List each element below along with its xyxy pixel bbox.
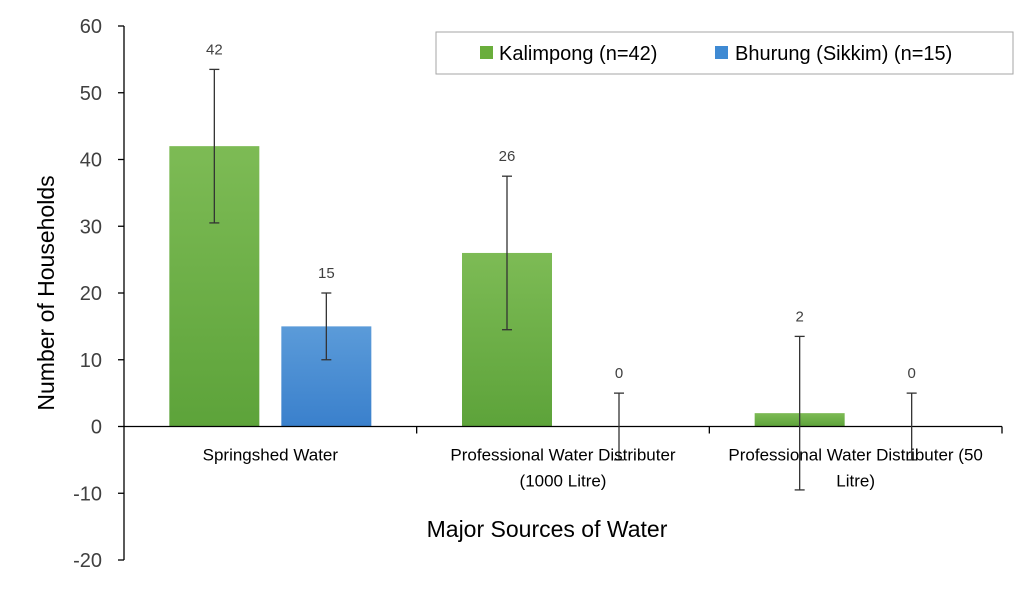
x-tick-label: Professional Water Distributer [450, 446, 676, 465]
x-tick-label: (1000 Litre) [520, 472, 607, 491]
x-tick-labels: Springshed Water Professional Water Distr… [203, 446, 983, 491]
y-tick-label: -20 [73, 550, 102, 572]
x-tick-label: Professional Water Distributer (50 [728, 446, 982, 465]
data-label: 0 [907, 365, 915, 382]
error-bars [209, 68, 917, 491]
legend-label-bhurung: Bhurung (Sikkim) (n=15) [735, 43, 952, 65]
y-tick-label: -10 [73, 483, 102, 505]
data-labels: 42 15 26 0 2 0 [206, 41, 916, 382]
x-axis [124, 425, 1003, 434]
y-tick-label: 60 [80, 16, 102, 38]
legend: Kalimpong (n=42) Bhurung (Sikkim) (n=15) [435, 31, 1014, 75]
data-label: 15 [318, 265, 335, 282]
y-tick-label: 0 [91, 417, 102, 439]
legend-label-kalimpong: Kalimpong (n=42) [499, 43, 657, 65]
y-axis-title: Number of Households [33, 175, 59, 410]
x-axis-title: Major Sources of Water [427, 516, 668, 542]
data-label: 2 [795, 308, 803, 325]
y-tick-label: 50 [80, 83, 102, 105]
y-tick-label: 10 [80, 350, 102, 372]
data-label: 42 [206, 41, 223, 58]
y-tick-label: 30 [80, 216, 102, 238]
x-tick-label: Litre) [836, 472, 875, 491]
y-tick-label: 40 [80, 150, 102, 172]
data-label: 26 [499, 148, 516, 165]
data-label: 0 [615, 365, 623, 382]
x-tick-label: Springshed Water [203, 446, 339, 465]
legend-swatch-bhurung [715, 46, 728, 59]
y-axis: -20 -10 0 10 20 30 40 50 60 [73, 16, 125, 572]
y-tick-label: 20 [80, 283, 102, 305]
legend-swatch-kalimpong [480, 46, 493, 59]
